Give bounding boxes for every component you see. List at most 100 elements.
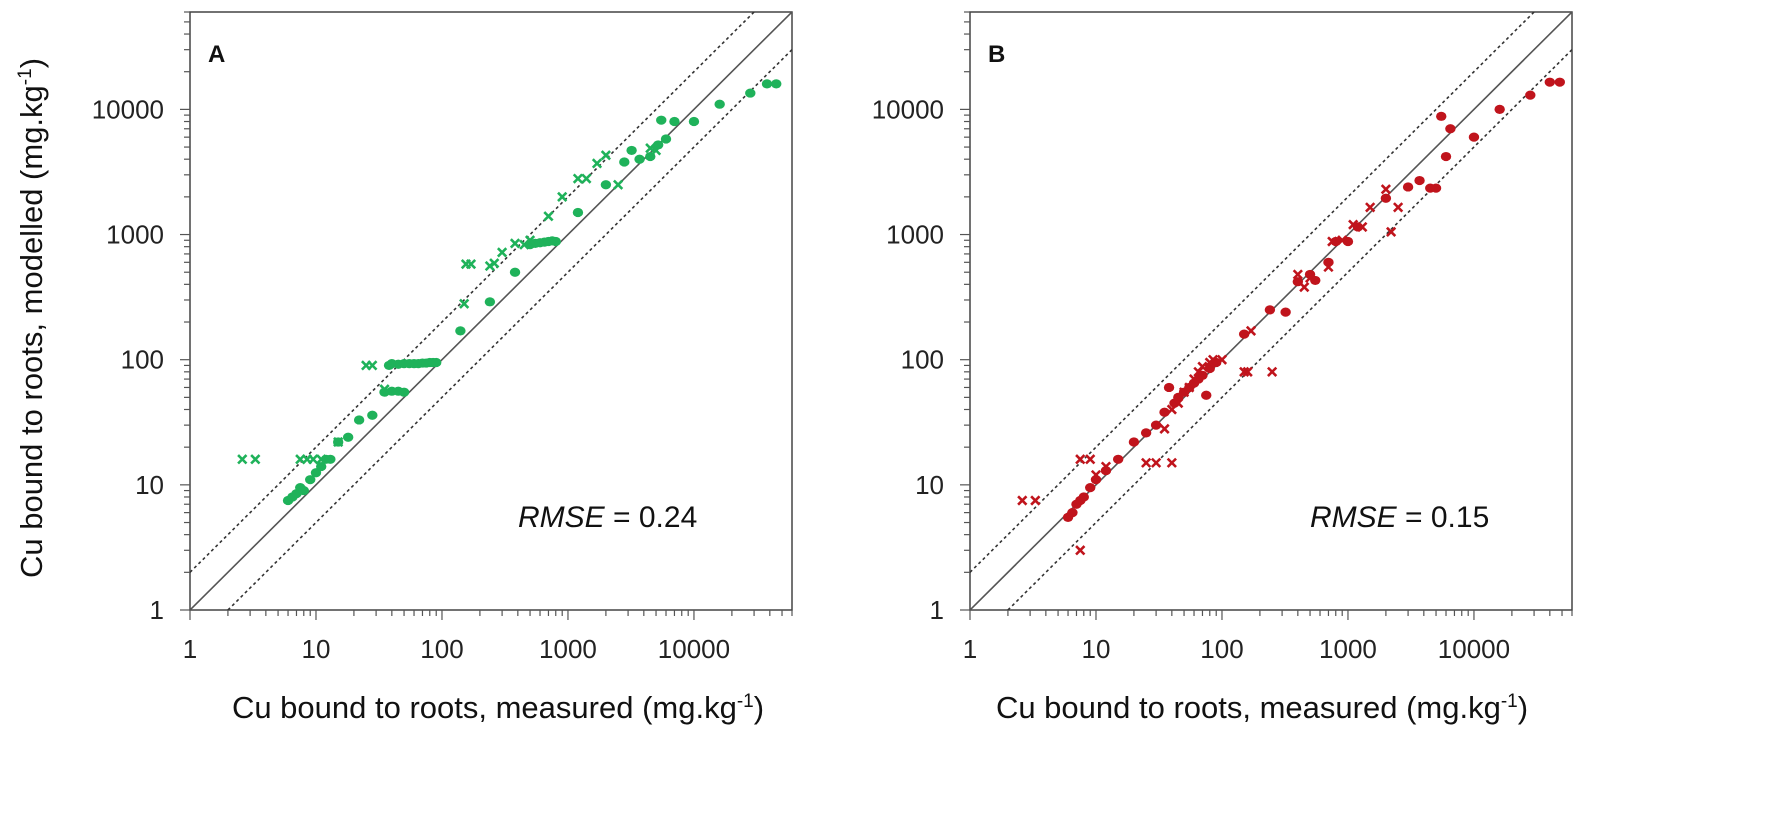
cross-stroke xyxy=(591,158,603,169)
data-point-cross-a xyxy=(237,454,248,465)
data-point-cross-b xyxy=(1380,184,1392,195)
data-point-cross-a xyxy=(459,298,470,309)
y-tick-label-a: 1 xyxy=(150,595,164,625)
data-point-cross-a xyxy=(333,436,344,448)
data-point-dot-b xyxy=(1159,407,1170,417)
data-point-cross-a xyxy=(581,173,592,184)
cross-stroke xyxy=(1159,423,1170,435)
x-tick-label-a: 100 xyxy=(420,634,463,664)
x-tick-label-b: 1 xyxy=(963,634,977,664)
x-tick-label-a: 10 xyxy=(302,634,331,664)
axes-a: 1 10 100 1000 10000 1 10 100 1000 10000 xyxy=(92,11,793,664)
cross-stroke xyxy=(557,191,568,202)
data-point-cross-b xyxy=(1299,282,1310,293)
data-point-dot-b xyxy=(1264,305,1276,315)
data-point-cross-a xyxy=(600,150,612,161)
data-point-dot-b xyxy=(1468,132,1480,142)
cross-stroke xyxy=(1141,457,1152,468)
data-point-cross-b xyxy=(1017,495,1028,506)
rmse-label-a: RMSE xyxy=(518,501,606,534)
data-point-dot-b xyxy=(1380,193,1392,203)
data-point-dot-b xyxy=(1128,437,1140,447)
data-point-cross-b xyxy=(1385,226,1397,238)
cross-stroke xyxy=(1173,397,1184,409)
cross-stroke xyxy=(1239,366,1250,377)
data-point-cross-b xyxy=(1207,354,1219,365)
data-point-dot-a xyxy=(669,116,680,127)
cross-stroke xyxy=(1188,373,1200,385)
data-point-dot-b xyxy=(1163,382,1175,393)
y-tick-label-a: 10000 xyxy=(92,94,164,124)
x-axis-title-a-end: ) xyxy=(754,690,764,725)
x-axis-title-b-text: Cu bound to roots, measured (mg.kg xyxy=(996,690,1501,725)
cross-stroke xyxy=(1380,184,1392,195)
data-point-cross-b xyxy=(1337,235,1348,246)
y-tick-label-b: 100 xyxy=(901,345,944,375)
y-tick-label-a: 10 xyxy=(135,470,164,500)
y-axis-title-a-text: Cu bound to roots, modelled (mg.kg xyxy=(14,85,49,578)
data-point-cross-b xyxy=(1357,221,1368,233)
y-axis-title-a-sup: -1 xyxy=(15,68,36,85)
data-point-cross-b xyxy=(1100,461,1112,472)
data-point-cross-b xyxy=(1216,354,1228,365)
data-point-cross-b xyxy=(1090,469,1102,481)
cross-stroke xyxy=(308,454,319,465)
cross-stroke xyxy=(496,247,508,258)
rmse-value-b: = 0.15 xyxy=(1397,501,1490,534)
y-tick-label-b: 1 xyxy=(930,595,944,625)
cross-stroke xyxy=(1085,454,1096,465)
cross-stroke xyxy=(1242,366,1253,377)
data-point-cross-b xyxy=(1304,272,1316,284)
x-axis-title-b-end: ) xyxy=(1518,690,1528,725)
data-point-cross-b xyxy=(1365,202,1376,213)
cross-stroke xyxy=(1150,457,1162,468)
chart-panel-a: 1 10 100 1000 10000 1 10 100 1000 10000 A RMSE = … xyxy=(14,11,793,725)
data-point-dot-b xyxy=(1544,77,1556,87)
panel-label-b: B xyxy=(988,41,1005,68)
data-point-cross-b xyxy=(1197,361,1208,372)
cross-stroke xyxy=(250,454,261,465)
data-point-cross-b xyxy=(1085,454,1096,465)
data-point-dot-b xyxy=(1440,151,1452,162)
data-point-cross-b xyxy=(1188,373,1200,385)
data-point-dot-a xyxy=(688,116,700,127)
x-tick-label-b: 10000 xyxy=(1438,634,1510,664)
cross-stroke xyxy=(1216,354,1228,365)
y-axis-title-a: Cu bound to roots, modelled (mg.kg-1) xyxy=(14,58,49,578)
cross-stroke xyxy=(650,145,662,156)
identity-line-a xyxy=(190,12,792,610)
cross-stroke xyxy=(612,179,624,190)
data-point-dot-a xyxy=(626,145,637,156)
cross-stroke xyxy=(367,360,378,371)
cross-stroke xyxy=(1197,361,1208,372)
data-point-dot-b xyxy=(1414,175,1425,186)
x-tick-label-b: 100 xyxy=(1200,634,1243,664)
cross-stroke xyxy=(1075,545,1086,556)
data-point-cross-b xyxy=(1141,457,1152,468)
cross-stroke xyxy=(645,143,656,154)
data-point-cross-b xyxy=(1348,219,1359,230)
y-axis-title-a-end: ) xyxy=(14,58,49,68)
chart-panel-b: 1 10 100 1000 10000 1 10 100 1000 10000 B RMSE = … xyxy=(872,11,1573,725)
x-tick-label-a: 10000 xyxy=(658,634,730,664)
data-point-dot-b xyxy=(1310,275,1321,286)
data-point-dot-b xyxy=(1445,124,1456,134)
data-point-dot-a xyxy=(550,236,561,247)
y-tick-label-a: 100 xyxy=(121,345,164,375)
data-point-dot-b xyxy=(1140,428,1152,438)
points-b xyxy=(1017,77,1565,556)
cross-stroke xyxy=(1292,269,1303,280)
data-point-dot-a xyxy=(367,410,378,420)
rmse-value-a: = 0.24 xyxy=(605,501,698,534)
cross-stroke xyxy=(1304,272,1316,284)
data-point-dot-a xyxy=(634,154,645,164)
cross-stroke xyxy=(509,238,521,249)
data-point-cross-b xyxy=(1239,366,1250,377)
cross-stroke xyxy=(600,150,612,161)
data-point-dot-a xyxy=(761,79,773,89)
data-point-dot-a xyxy=(316,461,327,472)
cross-stroke xyxy=(333,436,344,448)
data-point-dot-a xyxy=(600,180,612,190)
data-point-dot-b xyxy=(1436,111,1447,121)
data-point-dot-b xyxy=(1201,390,1212,400)
